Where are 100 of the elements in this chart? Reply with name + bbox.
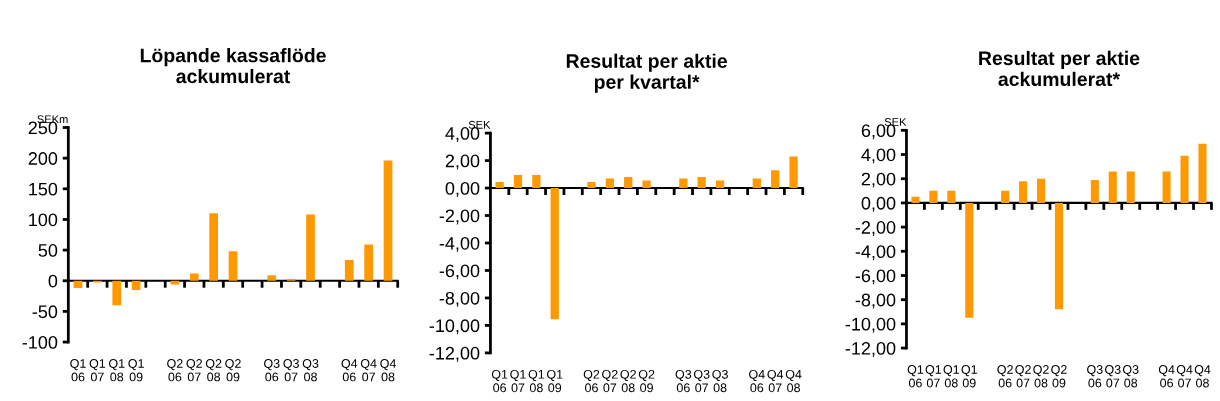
- x-tick-label: Q4 08: [785, 369, 802, 393]
- x-tick-label: Q2 07: [1015, 365, 1031, 388]
- bar: [789, 156, 798, 189]
- bar: [344, 259, 354, 281]
- y-tick-label: -12,00: [845, 342, 896, 357]
- x-tick-label: Q1 07: [510, 369, 526, 393]
- bar: [1001, 190, 1010, 203]
- bar: [679, 178, 688, 189]
- x-tick-label: Q1 09: [961, 365, 977, 388]
- x-tick-label: Q1 08: [528, 369, 545, 393]
- y-tick-label: -4,00: [439, 236, 480, 252]
- bar: [550, 188, 559, 320]
- x-tick-label: Q2 09: [638, 369, 655, 393]
- chart-title: Resultat per aktie per kvartal*: [566, 53, 727, 93]
- bar: [495, 181, 504, 189]
- x-tick-label: Q2 07: [602, 369, 618, 393]
- y-tick-label: 100: [29, 213, 58, 227]
- x-tick-label: Q2 09: [1051, 365, 1067, 388]
- y-tick-label: -50: [32, 305, 58, 319]
- x-tick-label: Q2 08: [1033, 365, 1049, 388]
- y-tick-label: 4,00: [861, 148, 896, 164]
- bar: [929, 190, 938, 203]
- x-tick-label: Q2 07: [186, 359, 202, 382]
- bar: [189, 273, 199, 281]
- x-tick-label: Q1 09: [128, 359, 144, 382]
- x-tick-label: Q3 06: [1087, 365, 1103, 388]
- bar: [383, 160, 393, 281]
- bar: [911, 196, 920, 203]
- x-tick-label: Q2 08: [205, 359, 222, 382]
- x-tick-label: Q3 08: [1122, 365, 1139, 388]
- chart-title: Löpande kassaflöde ackumulerat: [140, 48, 326, 84]
- x-tick-label: Q3 06: [264, 359, 280, 382]
- y-tick-label: -6,00: [855, 269, 896, 285]
- bar: [364, 244, 374, 281]
- y-axis-title: SEK: [884, 118, 907, 126]
- bar: [1126, 171, 1135, 203]
- x-tick-label: Q4 08: [380, 359, 396, 382]
- x-tick-label: Q4 06: [1158, 365, 1175, 388]
- x-tick-label: Q4 08: [1194, 365, 1211, 388]
- y-tick-label: 0,00: [445, 182, 480, 197]
- bar: [228, 251, 238, 281]
- y-tick-label: -12,00: [429, 346, 480, 362]
- x-tick-label: Q4 06: [749, 369, 765, 393]
- bar: [513, 175, 523, 189]
- bar: [267, 275, 277, 281]
- y-tick-label: 50: [38, 244, 58, 257]
- y-tick-label: 0,00: [861, 196, 896, 212]
- x-tick-label: Q4 06: [341, 359, 358, 382]
- y-tick-label: -8,00: [855, 293, 896, 309]
- y-tick-label: -2,00: [439, 209, 480, 225]
- bar: [1162, 171, 1171, 203]
- x-tick-label: Q2 08: [620, 369, 636, 393]
- x-tick-label: Q1 09: [547, 369, 563, 393]
- bar: [306, 214, 315, 281]
- y-tick-label: 2,00: [445, 154, 480, 170]
- x-tick-label: Q1 06: [70, 359, 86, 382]
- bar: [587, 181, 596, 189]
- bar: [131, 280, 141, 290]
- x-tick-label: Q3 06: [675, 369, 692, 393]
- bar: [965, 202, 974, 318]
- bar: [752, 178, 761, 189]
- bar: [1180, 155, 1189, 203]
- x-tick-label: Q3 08: [302, 359, 319, 382]
- bar: [112, 280, 122, 306]
- y-tick-label: -8,00: [439, 291, 480, 307]
- x-tick-label: Q4 07: [360, 359, 377, 382]
- bar: [947, 190, 956, 203]
- x-tick-label: Q1 08: [943, 365, 960, 388]
- chart-title: Resultat per aktie ackumulerat*: [979, 50, 1140, 87]
- y-tick-label: -10,00: [845, 317, 896, 333]
- x-tick-label: Q3 08: [712, 369, 728, 393]
- y-tick-label: 150: [29, 182, 58, 196]
- y-tick-label: -4,00: [855, 245, 896, 261]
- y-tick-label: 6,00: [861, 124, 896, 140]
- bar: [1019, 181, 1028, 203]
- bar: [715, 180, 725, 189]
- x-tick-label: Q2 09: [225, 359, 241, 382]
- bar: [642, 180, 651, 189]
- x-tick-label: Q4 07: [767, 369, 784, 393]
- x-tick-label: Q1 06: [907, 365, 924, 388]
- bar: [1036, 178, 1046, 203]
- bar: [605, 178, 614, 189]
- y-tick-label: -6,00: [439, 264, 480, 280]
- x-tick-label: Q4 07: [1176, 365, 1193, 388]
- y-tick-label: 0: [48, 274, 58, 288]
- y-tick-label: -10,00: [429, 319, 480, 335]
- y-tick-label: -2,00: [855, 221, 896, 236]
- x-tick-label: Q2 06: [583, 369, 600, 393]
- x-tick-label: Q1 07: [925, 365, 942, 388]
- x-tick-label: Q3 07: [283, 359, 299, 382]
- bar: [1090, 179, 1099, 203]
- y-tick-label: 200: [28, 152, 58, 165]
- bar: [624, 177, 633, 189]
- x-tick-label: Q3 07: [693, 369, 710, 393]
- x-tick-label: Q2 06: [167, 359, 183, 382]
- bar: [697, 177, 706, 189]
- bar: [771, 170, 780, 189]
- y-tick-label: 2,00: [861, 172, 896, 188]
- x-tick-label: Q1 06: [491, 369, 508, 393]
- x-tick-label: Q2 06: [997, 365, 1013, 388]
